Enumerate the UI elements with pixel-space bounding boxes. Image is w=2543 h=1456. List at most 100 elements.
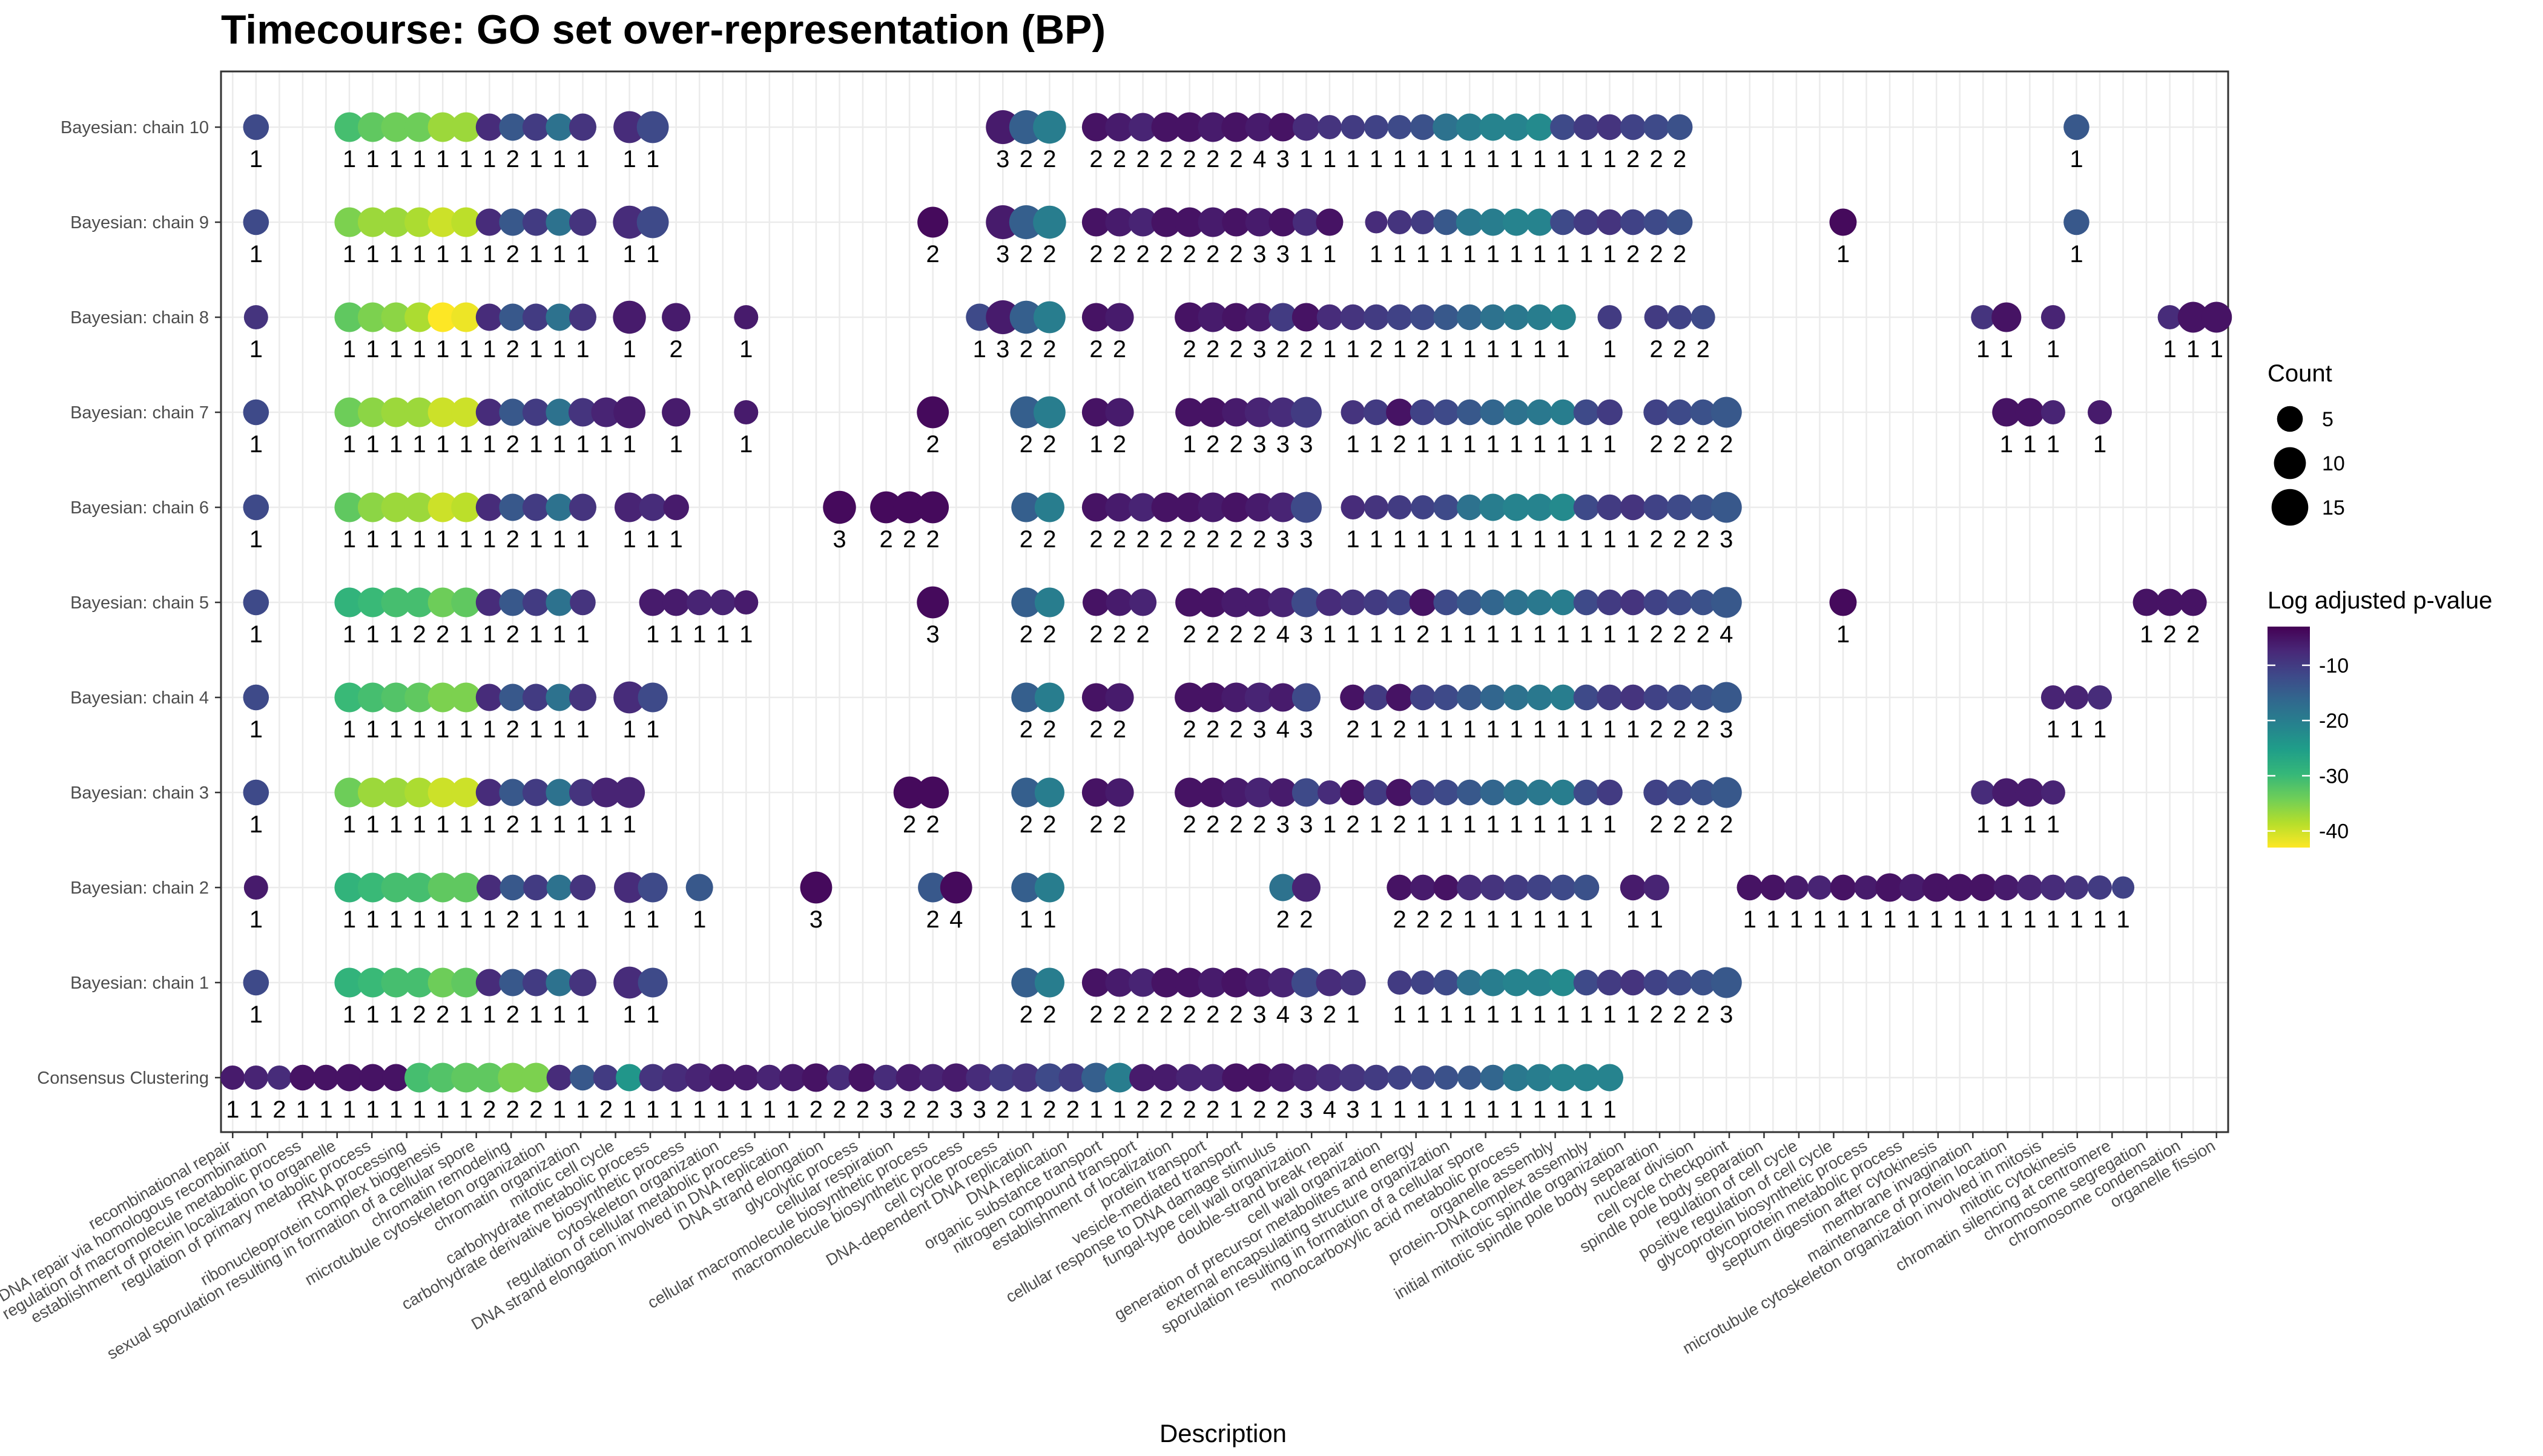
count-label: 2 [926,811,940,838]
data-point [1363,1064,1390,1091]
data-point [591,397,621,427]
data-point [1175,207,1205,237]
data-point [357,112,388,142]
count-label: 2 [1206,336,1219,363]
data-point [522,493,550,521]
count-label: 1 [319,1096,332,1123]
data-point [2132,588,2160,616]
count-label: 1 [553,336,566,363]
data-point [613,300,646,334]
count-label: 2 [1697,336,1710,363]
data-point [243,209,269,236]
count-label: 1 [576,1001,589,1028]
count-label: 1 [1603,241,1616,268]
count-label: 4 [1323,1096,1336,1123]
data-point [522,684,550,711]
count-label: 1 [1976,336,1990,363]
count-label: 1 [622,716,636,743]
count-label: 3 [1299,526,1313,553]
count-label: 1 [1509,716,1523,743]
count-label: 1 [1556,716,1569,743]
count-label: 1 [366,241,379,268]
count-label: 2 [1183,1001,1196,1028]
data-point [1034,396,1066,429]
data-point [1644,305,1669,329]
data-point [334,777,364,808]
count-label: 1 [1509,526,1523,553]
count-label: 2 [483,1096,496,1123]
count-label: 1 [483,811,496,838]
data-point [1620,874,1646,901]
count-label: 3 [1276,241,1290,268]
data-point [638,682,668,713]
data-point [382,1064,410,1092]
data-point [1433,494,1459,521]
count-label: 1 [1533,811,1546,838]
data-point [1292,208,1320,236]
count-label: 2 [1183,336,1196,363]
count-label: 1 [1790,906,1803,933]
data-point [1643,209,1669,236]
count-label: 1 [1440,1001,1453,1028]
count-label: 1 [529,146,543,173]
count-label: 1 [1463,1096,1476,1123]
count-label: 1 [1533,431,1546,458]
data-point [1198,397,1228,427]
data-point [662,398,691,427]
data-point [1175,777,1205,808]
data-point [1690,305,1715,329]
data-point [404,302,435,332]
data-point [1387,210,1412,234]
count-label: 1 [1416,431,1430,458]
data-point [1502,1064,1530,1092]
count-label: 1 [1416,811,1430,838]
count-label: 2 [1159,1001,1173,1028]
count-label: 1 [646,241,659,268]
data-point [546,493,573,521]
count-label: 3 [1253,241,1266,268]
color-legend-label: -10 [2319,654,2349,677]
data-point [613,966,645,999]
count-label: 3 [1720,716,1733,743]
data-point [636,206,669,239]
data-point [381,777,411,808]
count-label: 1 [1463,716,1476,743]
row-label: Bayesian: chain 3 [70,783,209,803]
data-point [1010,396,1043,429]
data-point [1105,493,1134,522]
count-label: 2 [1159,146,1173,173]
data-point [1268,113,1298,142]
count-label: 3 [879,1096,892,1123]
data-point [1317,780,1342,805]
count-label: 3 [1720,1001,1733,1028]
count-label: 1 [1580,526,1593,553]
color-legend: Log adjusted p-value -10 -20 -30 -40 [2268,587,2492,848]
data-point [451,872,481,903]
data-point [220,1066,245,1090]
data-point [1434,1066,1459,1090]
count-label: 1 [1486,716,1500,743]
data-point [1710,777,1742,808]
count-label: 1 [2070,241,2083,268]
count-label: 1 [1486,526,1500,553]
count-label: 1 [1393,526,1406,553]
count-label: 1 [622,336,636,363]
data-point [1222,1063,1251,1092]
count-label: 3 [996,336,1009,363]
data-point [1011,492,1041,522]
data-point [569,113,596,141]
data-point [1387,1066,1412,1090]
data-point [427,872,458,903]
data-point [1526,1064,1554,1092]
count-label: 1 [786,1096,799,1123]
count-label: 1 [343,526,356,553]
data-point [546,208,573,236]
data-point [568,398,598,427]
count-label: 1 [1603,336,1616,363]
count-label: 1 [1883,906,1896,933]
count-label: 1 [622,1096,636,1123]
data-point [1386,684,1414,711]
count-label: 2 [926,1096,940,1123]
count-label: 1 [249,621,263,648]
count-label: 2 [1020,526,1033,553]
